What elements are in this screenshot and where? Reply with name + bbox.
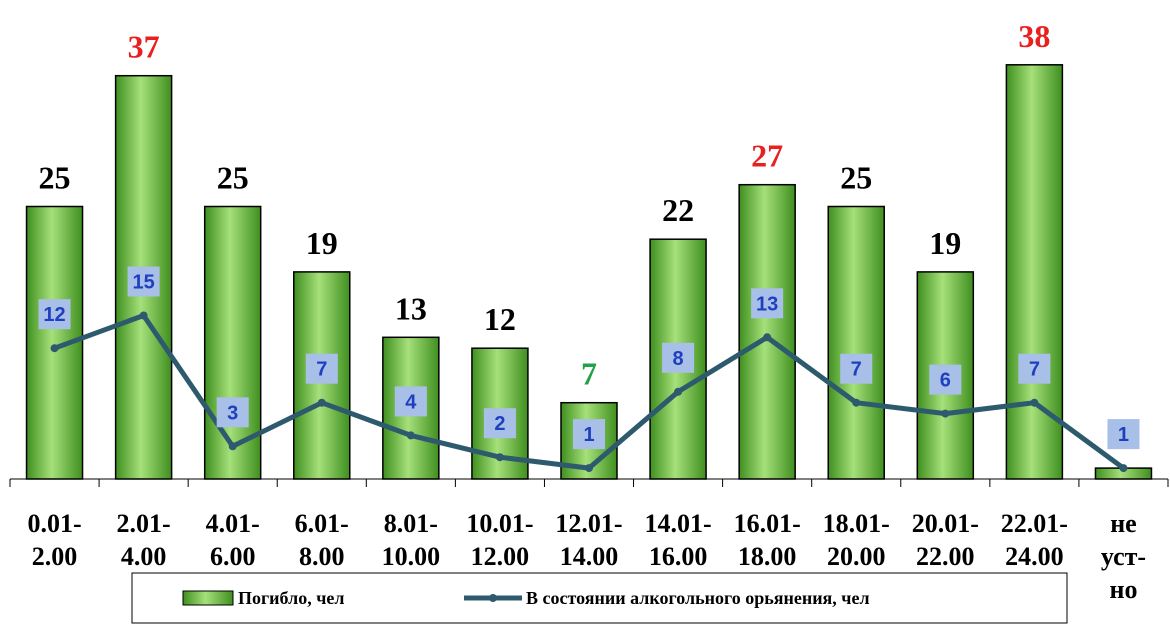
bar-value-label: 7	[581, 356, 597, 392]
line-value-label: 4	[405, 391, 417, 413]
category-label: 20.01-	[912, 509, 979, 538]
line-value-label: 7	[1029, 359, 1040, 381]
category-label: не	[1110, 509, 1137, 538]
line-point	[763, 333, 771, 341]
line-point	[585, 464, 593, 472]
line-value-label: 3	[227, 402, 238, 424]
category-label: 2.01-	[117, 509, 171, 538]
category-label: 22.00	[916, 542, 975, 571]
category-label: 22.01-	[1001, 509, 1068, 538]
line-value-label: 2	[494, 413, 505, 435]
category-label: но	[1109, 575, 1137, 604]
category-label: 14.00	[560, 542, 619, 571]
legend-bar-label: Погибло, чел	[238, 588, 344, 608]
category-label: 20.00	[827, 542, 886, 571]
line-point	[51, 344, 59, 352]
bar-value-label: 25	[39, 160, 71, 196]
line-value-label: 1	[583, 424, 594, 446]
bar-value-label: 12	[484, 301, 516, 337]
bar-value-label: 19	[306, 225, 338, 261]
category-label: 24.00	[1005, 542, 1064, 571]
category-label: 10.00	[382, 542, 441, 571]
legend: Погибло, чел В состоянии алкогольного ор…	[132, 573, 1067, 623]
line-point	[318, 399, 326, 407]
line-value-label: 6	[940, 370, 951, 392]
category-label: уст-	[1101, 542, 1146, 571]
category-label: 12.00	[471, 542, 530, 571]
category-label: 8.01-	[384, 509, 438, 538]
bar	[739, 185, 795, 479]
category-label: 4.00	[121, 542, 167, 571]
bar-value-label: 19	[929, 225, 961, 261]
line-value-label: 15	[132, 272, 154, 294]
legend-bar-swatch	[183, 591, 233, 605]
bar-value-label: 25	[217, 160, 249, 196]
line-value-label: 1	[1118, 424, 1129, 446]
bar-value-label: 25	[840, 160, 872, 196]
line-point	[140, 312, 148, 320]
category-label: 6.00	[210, 542, 256, 571]
line-point	[852, 399, 860, 407]
category-label: 18.00	[738, 542, 797, 571]
bar-value-label: 22	[662, 192, 694, 228]
bar	[828, 207, 884, 480]
category-label: 0.01-	[27, 509, 81, 538]
line-point	[496, 453, 504, 461]
line-value-label: 12	[43, 304, 65, 326]
line-point	[1119, 464, 1127, 472]
category-label: 16.01-	[734, 509, 801, 538]
category-label: 16.00	[649, 542, 708, 571]
bar-value-label: 27	[751, 138, 783, 174]
line-point	[229, 442, 237, 450]
legend-line-label: В состоянии алкогольного орьянения, чел	[526, 588, 870, 608]
category-label: 4.01-	[206, 509, 260, 538]
line-point	[674, 388, 682, 396]
category-label: 2.00	[32, 542, 78, 571]
line-point	[1030, 399, 1038, 407]
line-value-label: 7	[851, 359, 862, 381]
bar-value-label: 38	[1018, 18, 1050, 54]
bar-value-label: 13	[395, 290, 427, 326]
category-label: 8.00	[299, 542, 345, 571]
category-label: 12.01-	[555, 509, 622, 538]
line-point	[407, 431, 415, 439]
line-value-label: 8	[673, 348, 684, 370]
bar-value-label: 37	[128, 29, 160, 65]
category-label: 14.01-	[644, 509, 711, 538]
category-label: 6.01-	[295, 509, 349, 538]
line-point	[941, 410, 949, 418]
category-label: 18.01-	[823, 509, 890, 538]
category-label: 10.01-	[466, 509, 533, 538]
legend-line-marker	[489, 594, 497, 602]
line-value-label: 7	[316, 359, 327, 381]
line-value-label: 13	[756, 293, 778, 315]
x-ticks-group	[10, 479, 1168, 487]
